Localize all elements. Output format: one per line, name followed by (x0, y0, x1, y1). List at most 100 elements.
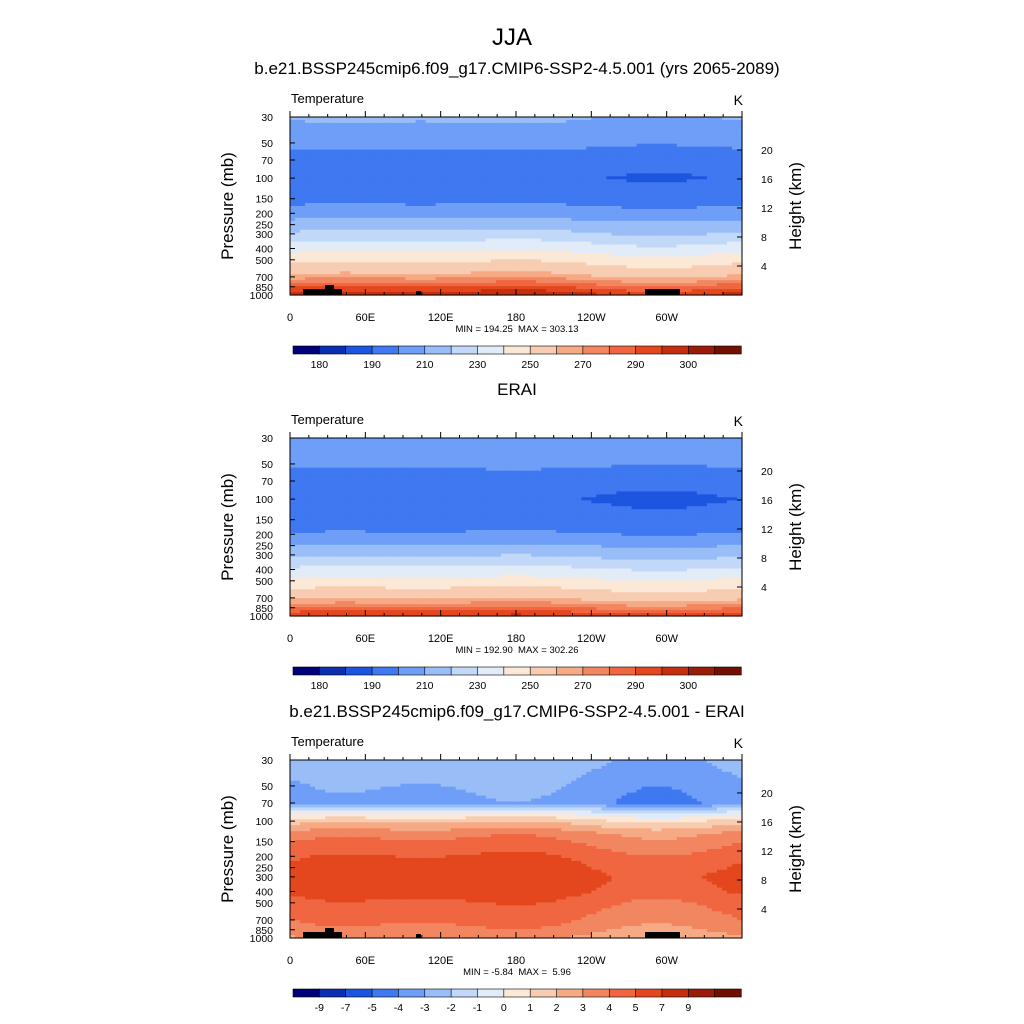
heatmap-cell (355, 117, 361, 121)
heatmap-cell (355, 167, 361, 171)
heatmap-cell (601, 143, 607, 148)
heatmap-cell (355, 140, 361, 145)
heatmap-cell (601, 122, 607, 127)
heatmap-cell (440, 119, 447, 124)
heatmap-cell (641, 128, 648, 133)
heatmap-cell (686, 170, 693, 174)
heatmap-cell (405, 158, 412, 163)
heatmap-cell (721, 140, 728, 145)
heatmap-cell (500, 164, 507, 169)
heatmap-cell (726, 167, 733, 171)
heatmap-cell (310, 137, 316, 142)
heatmap-cell (626, 143, 633, 148)
heatmap-cell (410, 119, 417, 124)
heatmap-cell (571, 152, 577, 157)
heatmap-cell (721, 164, 728, 169)
heatmap-cell (631, 149, 638, 154)
heatmap-cell (601, 131, 607, 136)
heatmap-cell (711, 143, 718, 148)
heatmap-cell (480, 149, 487, 154)
heatmap-cell (691, 119, 698, 124)
heatmap-cell (701, 122, 708, 127)
heatmap-cell (405, 128, 412, 133)
heatmap-cell (320, 125, 326, 130)
heatmap-cell (666, 131, 673, 136)
heatmap-cell (395, 137, 402, 142)
heatmap-cell (365, 134, 371, 139)
heatmap-cell (290, 117, 296, 121)
heatmap-cell (646, 167, 653, 171)
heatmap-cell (425, 161, 432, 166)
heatmap-cell (646, 161, 653, 166)
heatmap-cell (425, 122, 432, 127)
heatmap-cell (581, 158, 587, 163)
heatmap-cell (425, 167, 432, 171)
heatmap-cell (611, 131, 618, 136)
heatmap-cell (485, 134, 492, 139)
heatmap-cell (310, 119, 316, 124)
heatmap-cell (526, 158, 532, 163)
heatmap-cell (365, 122, 371, 127)
heatmap-cell (325, 143, 331, 148)
heatmap-cell (335, 164, 341, 169)
heatmap-cell (415, 128, 422, 133)
heatmap-cell (390, 173, 397, 177)
heatmap-cell (385, 128, 392, 133)
heatmap-cell (460, 131, 467, 136)
heatmap-cell (490, 117, 497, 121)
heatmap-cell (571, 140, 577, 145)
heatmap-cell (335, 117, 341, 121)
heatmap-cell (536, 125, 542, 130)
heatmap-cell (475, 158, 482, 163)
heatmap-cell (325, 146, 331, 151)
heatmap-cell (636, 152, 643, 157)
heatmap-cell (586, 173, 592, 177)
heatmap-cell (430, 164, 437, 169)
heatmap-cell (295, 155, 301, 160)
heatmap-cell (310, 143, 316, 148)
heatmap-cell (616, 119, 623, 124)
heatmap-cell (335, 176, 341, 180)
heatmap-cell (385, 158, 392, 163)
heatmap-cell (526, 173, 532, 177)
heatmap-cell (465, 131, 472, 136)
heatmap-cell (375, 117, 381, 121)
heatmap-cell (621, 155, 628, 160)
heatmap-cell (395, 119, 402, 124)
heatmap-cell (450, 161, 457, 166)
heatmap-cell (601, 140, 607, 145)
heatmap-cell (671, 149, 678, 154)
heatmap-cell (350, 146, 356, 151)
heatmap-cell (536, 117, 542, 121)
heatmap-cell (340, 122, 346, 127)
heatmap-cell (355, 125, 361, 130)
heatmap-cell (621, 164, 628, 169)
heatmap-cell (591, 170, 597, 174)
heatmap-cell (365, 158, 371, 163)
heatmap-cell (385, 131, 392, 136)
heatmap-cell (475, 134, 482, 139)
heatmap-cell (335, 158, 341, 163)
heatmap-cell (470, 167, 477, 171)
heatmap-cell (646, 128, 653, 133)
heatmap-cell (370, 119, 376, 124)
heatmap-cell (661, 152, 668, 157)
heatmap-cell (591, 128, 597, 133)
heatmap-cell (521, 140, 527, 145)
heatmap-cell (716, 146, 723, 151)
heatmap-cell (370, 117, 376, 121)
heatmap-cell (435, 128, 442, 133)
heatmap-cell (425, 140, 432, 145)
heatmap-cell (335, 152, 341, 157)
heatmap-cell (445, 155, 452, 160)
heatmap-cell (315, 173, 321, 177)
heatmap-cell (731, 146, 738, 151)
heatmap-cell (475, 149, 482, 154)
heatmap-cell (591, 134, 597, 139)
heatmap-cell (631, 137, 638, 142)
heatmap-cell (581, 125, 587, 130)
heatmap-cell (510, 164, 517, 169)
heatmap-cell (470, 117, 477, 121)
heatmap-cell (531, 170, 537, 174)
heatmap-cell (706, 140, 713, 145)
